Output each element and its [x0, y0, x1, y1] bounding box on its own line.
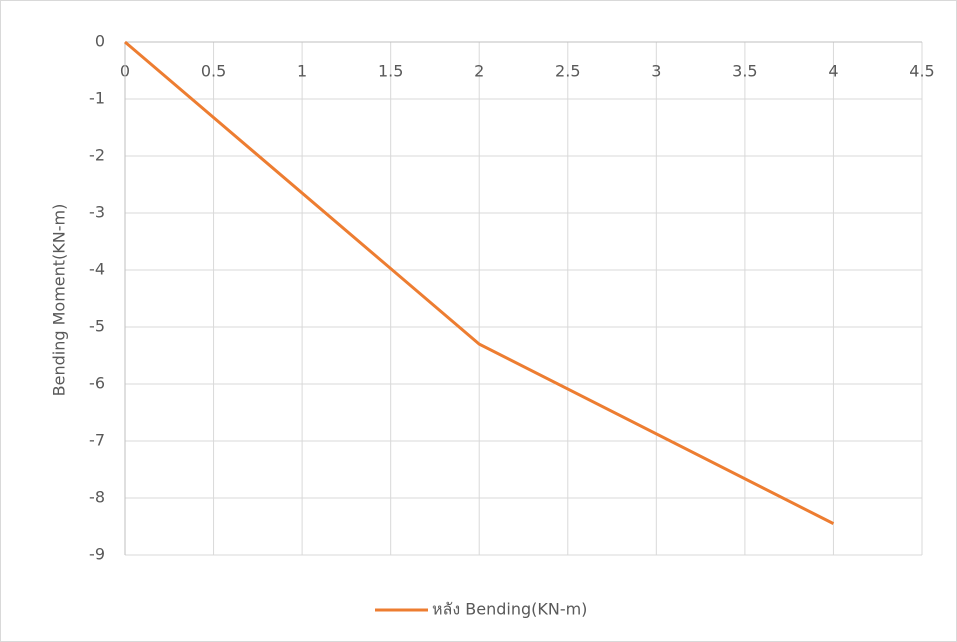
x-tick-label: 3.5 [732, 62, 757, 81]
series-line [124, 40, 835, 525]
x-tick-label: 2.5 [555, 62, 580, 81]
x-tick-label: 4.5 [909, 62, 934, 81]
x-tick-label: 1.5 [378, 62, 403, 81]
y-tick-label: -8 [89, 488, 105, 507]
y-tick-label: 0 [95, 32, 105, 51]
x-tick-label: 2 [474, 62, 484, 81]
y-tick-label: -1 [89, 89, 105, 108]
x-tick-label: 1 [297, 62, 307, 81]
x-tick-label: 4 [828, 62, 838, 81]
x-tick-label: 3 [651, 62, 661, 81]
y-tick-label: -2 [89, 146, 105, 165]
y-axis-title: Bending Moment(KN-m) [50, 204, 69, 397]
y-tick-label: -6 [89, 374, 105, 393]
y-tick-label: -7 [89, 431, 105, 450]
legend-label: หลัง Bending(KN-m) [432, 600, 587, 619]
y-tick-label: -9 [89, 545, 105, 564]
y-tick-label: -5 [89, 317, 105, 336]
x-tick-label: 0.5 [201, 62, 226, 81]
y-tick-label: -3 [89, 203, 105, 222]
y-tick-label: -4 [89, 260, 105, 279]
